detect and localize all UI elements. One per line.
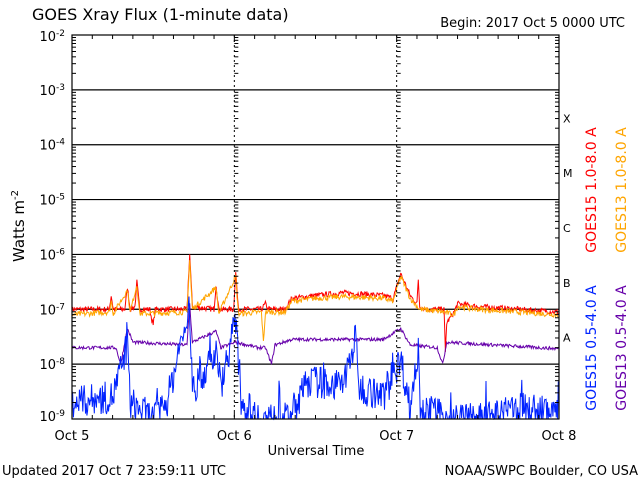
y-tick-label: 10-6: [39, 247, 65, 263]
chart-title: GOES Xray Flux (1-minute data): [32, 5, 289, 24]
updated-timestamp: Updated 2017 Oct 7 23:59:11 UTC: [2, 464, 226, 479]
x-tick-label: Oct 8: [542, 429, 577, 444]
x-axis-label: Universal Time: [268, 444, 365, 459]
begin-label: Begin: 2017 Oct 5 0000 UTC: [440, 16, 625, 31]
flare-class-x: X: [563, 112, 571, 125]
series-line-goes15-0-5-4-0-a: [71, 296, 559, 421]
y-tick-label: 10-9: [39, 409, 65, 425]
series-line-goes15-1-0-8-0-a: [71, 254, 559, 352]
credit-label: NOAA/SWPC Boulder, CO USA: [445, 464, 638, 479]
flare-class-b: B: [563, 277, 571, 290]
y-axis-label: Watts m-2: [10, 190, 28, 262]
legend-entry: GOES15 0.5-4.0 A: [584, 285, 600, 411]
plot-frame: [71, 34, 560, 420]
series-line-goes13-1-0-8-0-a: [71, 260, 559, 341]
y-tick-label: 10-8: [39, 357, 65, 373]
x-tick-label: Oct 6: [217, 429, 252, 444]
y-tick-label: 10-4: [39, 138, 65, 154]
flare-class-a: A: [563, 332, 571, 345]
flare-class-c: C: [563, 222, 571, 235]
flare-class-m: M: [563, 167, 573, 180]
legend-entry: GOES13 0.5-4.0 A: [614, 285, 630, 411]
y-tick-label: 10-2: [39, 29, 65, 45]
x-tick-label: Oct 5: [55, 429, 90, 444]
y-tick-label: 10-3: [39, 83, 65, 99]
y-tick-label: 10-7: [39, 302, 65, 318]
y-tick-label: 10-5: [39, 193, 65, 209]
series-line-goes13-0-5-4-0-a: [71, 303, 559, 365]
legend-entry: GOES15 1.0-8.0 A: [584, 127, 600, 253]
legend-entry: GOES13 1.0-8.0 A: [614, 127, 630, 253]
x-tick-label: Oct 7: [379, 429, 414, 444]
